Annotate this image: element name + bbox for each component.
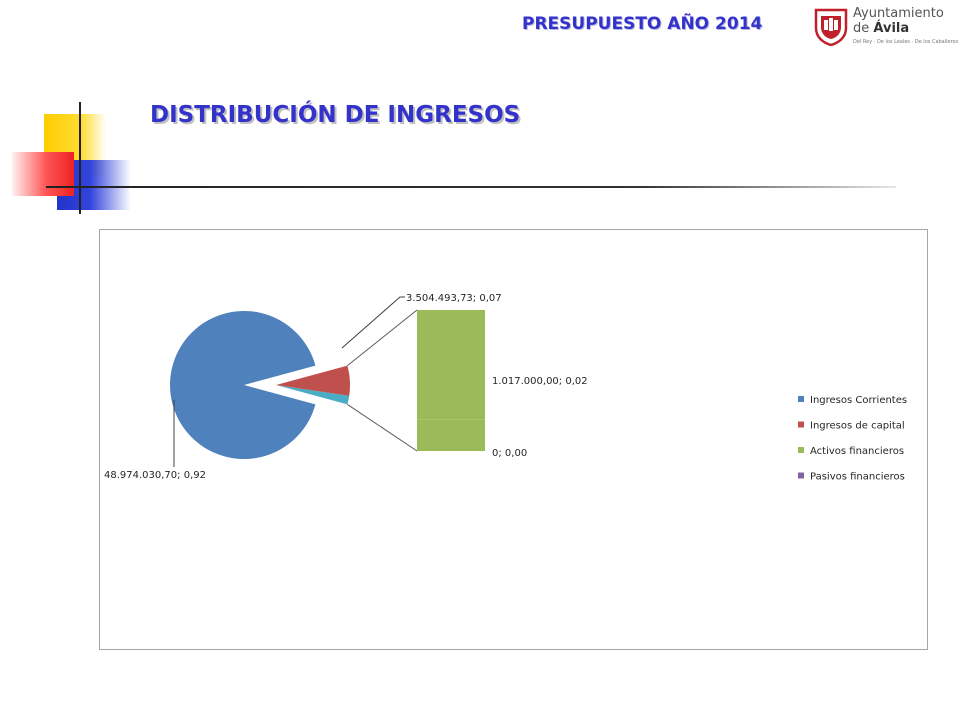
logo-line-1: Ayuntamiento <box>853 6 944 21</box>
legend-entry-label: Ingresos de capital <box>810 421 905 432</box>
legend-entry-label: Ingresos Corrientes <box>810 395 907 406</box>
slide-title: DISTRIBUCIÓN DE INGRESOS <box>150 102 521 128</box>
data-label-ingresos-capital: 3.504.493,73; 0,07 <box>406 293 502 304</box>
shield-icon <box>814 8 848 46</box>
leader-line-ingresos-capital <box>341 296 405 349</box>
connector-line-top <box>347 309 418 366</box>
connector-layer <box>173 296 418 467</box>
legend-swatch <box>798 447 804 453</box>
label-layer: 48.974.030,70; 0,92 3.504.493,73; 0,07 1.0… <box>104 293 588 481</box>
connector-line-bottom <box>347 404 418 452</box>
legend-entry-label: Activos financieros <box>810 446 904 457</box>
bar-segment-ingresos-capital <box>417 310 485 420</box>
chart-area: 48.974.030,70; 0,92 3.504.493,73; 0,07 1.0… <box>99 229 928 650</box>
bar-layer <box>417 310 485 451</box>
pie-slice-ingresos-capital <box>276 365 350 396</box>
data-label-ingresos-corrientes: 48.974.030,70; 0,92 <box>104 470 206 481</box>
decorative-red-square <box>12 152 74 196</box>
ayuntamiento-logo: Ayuntamiento de Ávila Del Rey · De los L… <box>812 6 958 48</box>
pie-slice-ingresos-corrientes <box>170 311 316 459</box>
legend-swatch <box>798 421 804 428</box>
presentation-header-title: PRESUPUESTO AÑO 2014 <box>522 14 763 34</box>
data-label-activos-financieros: 1.017.000,00; 0,02 <box>492 376 588 387</box>
pie-of-bar-chart: 48.974.030,70; 0,92 3.504.493,73; 0,07 1.0… <box>104 293 907 483</box>
legend: Ingresos Corrientes Ingresos de capital Ac… <box>798 395 907 483</box>
pie-layer <box>170 311 350 459</box>
legend-swatch <box>798 472 804 479</box>
decorative-vertical-line <box>79 102 81 214</box>
legend-entry-label: Pasivos financieros <box>810 472 905 483</box>
bar-segment-activos-financieros <box>417 419 485 451</box>
legend-swatch <box>798 396 804 402</box>
logo-city-name: Ávila <box>873 21 910 36</box>
data-label-pasivos-financieros: 0; 0,00 <box>492 448 527 459</box>
decorative-horizontal-line <box>46 186 896 188</box>
logo-line-2: de Ávila <box>853 21 910 36</box>
pie-slice-activos-financieros <box>276 385 350 405</box>
logo-motto: Del Rey · De los Leales · De los Caballe… <box>853 39 959 45</box>
